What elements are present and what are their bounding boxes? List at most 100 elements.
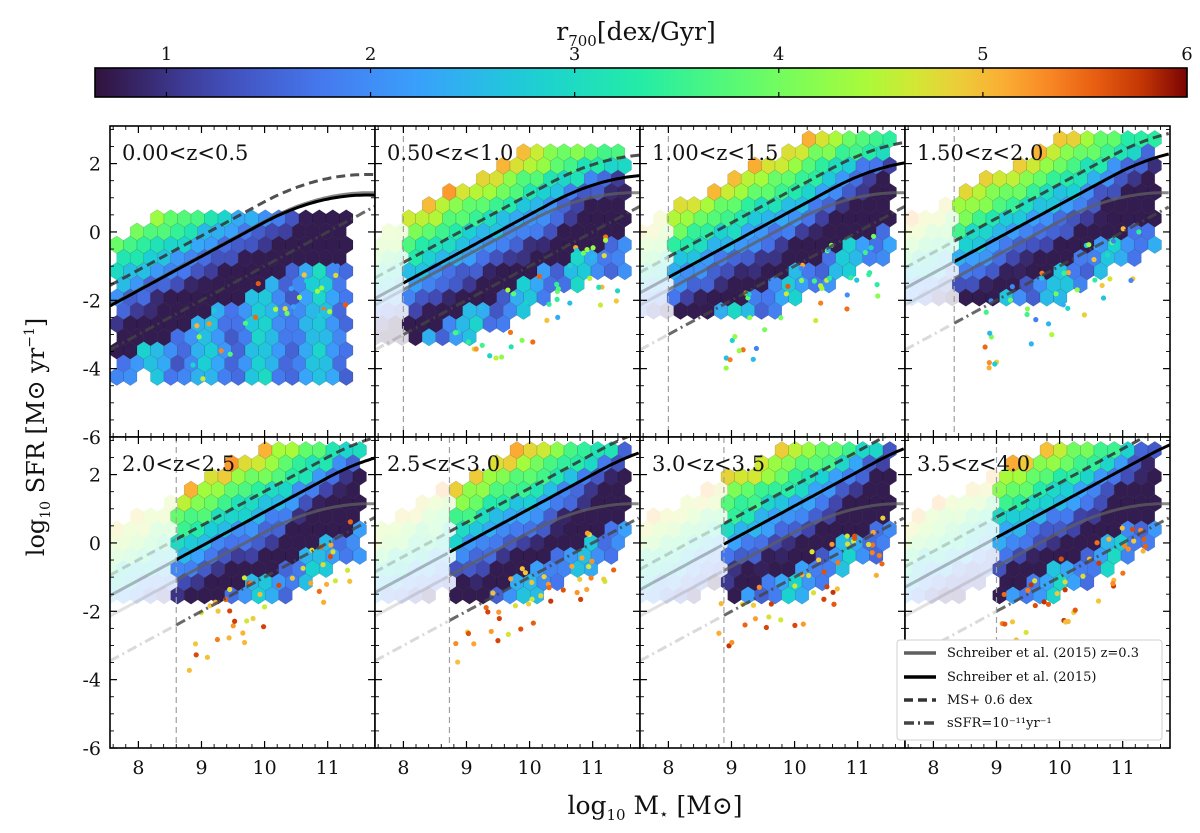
x-tick-label: 10 [1047,757,1071,779]
hex-cell [925,533,939,552]
hex-cell [388,288,402,307]
ms-plus-curve [667,140,905,259]
outlier-point [854,277,860,283]
hex-cell [536,288,551,307]
hex-cell [143,533,158,552]
hex-cell [932,236,946,254]
outlier-point [194,323,200,329]
hex-cell [653,288,667,307]
outlier-point [1023,629,1029,636]
hex-cell [945,262,959,280]
hex-cell [707,547,721,565]
hex-cell [667,547,681,565]
outlier-point [580,250,586,256]
outlier-point [487,353,493,359]
ms-z03-curve [995,502,1170,568]
hex-cell [435,507,450,525]
outlier-point [1009,619,1016,625]
outlier-point [519,566,525,572]
outlier-point [327,309,333,315]
hex-cell [911,275,926,294]
outlier-point [874,281,880,288]
hex-cell [110,573,124,591]
outlier-point [1086,242,1092,248]
ms-z03-curve [905,565,998,618]
outlier-point [485,609,491,615]
ms-plus-curve [375,261,405,280]
hex-cell [422,560,436,578]
outlier-point [471,641,477,647]
hex-cell [959,520,973,539]
legend-box [896,639,1163,741]
outlier-point [1092,277,1098,283]
panel-label: 2.0<z<2.5 [122,452,235,476]
hex-cell [408,560,423,578]
outlier-point [569,563,575,569]
hex-cell [700,481,715,499]
hex-cell [667,520,681,539]
outlier-point [785,283,791,289]
hex-cell [938,249,953,267]
hex-cell [381,560,396,578]
colorbar: r700[dex/Gyr] 1 2 3 4 5 6 [94,17,1193,98]
outlier-point [596,284,602,290]
hex-cell [550,573,565,592]
outlier-point [1099,282,1105,289]
outlier-point [816,557,822,563]
hex-cell [395,222,409,241]
hex-cell [646,533,661,552]
outlier-point [862,249,868,256]
outlier-point [597,302,604,308]
outlier-point [525,601,532,607]
hex-cell [938,586,953,605]
hex-cell [150,520,164,539]
legend-label: Schreiber et al. (2015) z=0.3 [947,646,1139,661]
hex-cell [700,560,715,578]
panel-content [905,437,1170,748]
hex-cell [422,507,436,525]
hex-cell [429,573,443,591]
hex-cell [653,573,667,591]
outlier-point [831,601,837,607]
outlier-point [257,591,263,598]
x-tick-label: 9 [725,757,737,779]
outlier-point [1024,306,1031,312]
outlier-point [538,593,544,599]
outlier-point [496,609,502,615]
outlier-point [800,621,806,627]
hex-cell [979,507,993,525]
outlier-point [587,275,593,281]
ssfr-curve [905,609,998,663]
y-tick-label: -4 [82,670,101,692]
hex-cell [375,302,382,320]
hex-cell [640,586,647,605]
hex-cell [123,520,137,539]
hex-cell [640,249,647,267]
x-tick-label: 8 [397,757,409,779]
hex-cell [1147,235,1162,254]
outlier-point [1131,538,1137,544]
hex-cell [408,507,423,525]
outlier-point [1032,602,1038,609]
outlier-point [232,618,238,624]
hex-cell [388,547,402,565]
hex-cell [137,520,151,539]
hex-cell [680,547,694,565]
outlier-point [1125,546,1131,552]
hex-cell [402,520,416,539]
hex-cell [130,586,144,605]
colorbar-tick-label: 1 [161,44,172,65]
x-tick-label: 9 [460,757,472,779]
outlier-point [241,575,248,581]
hex-cell [164,494,178,512]
hex-cell [905,262,919,280]
hex-cell [673,586,688,605]
outlier-point [611,567,617,573]
outlier-point [193,652,199,658]
outlier-point [614,288,621,294]
hex-cell [130,507,144,525]
outlier-point [590,254,596,260]
hex-cell [640,573,654,591]
colorbar-tick-label: 2 [365,44,376,65]
hex-cell [653,236,667,254]
